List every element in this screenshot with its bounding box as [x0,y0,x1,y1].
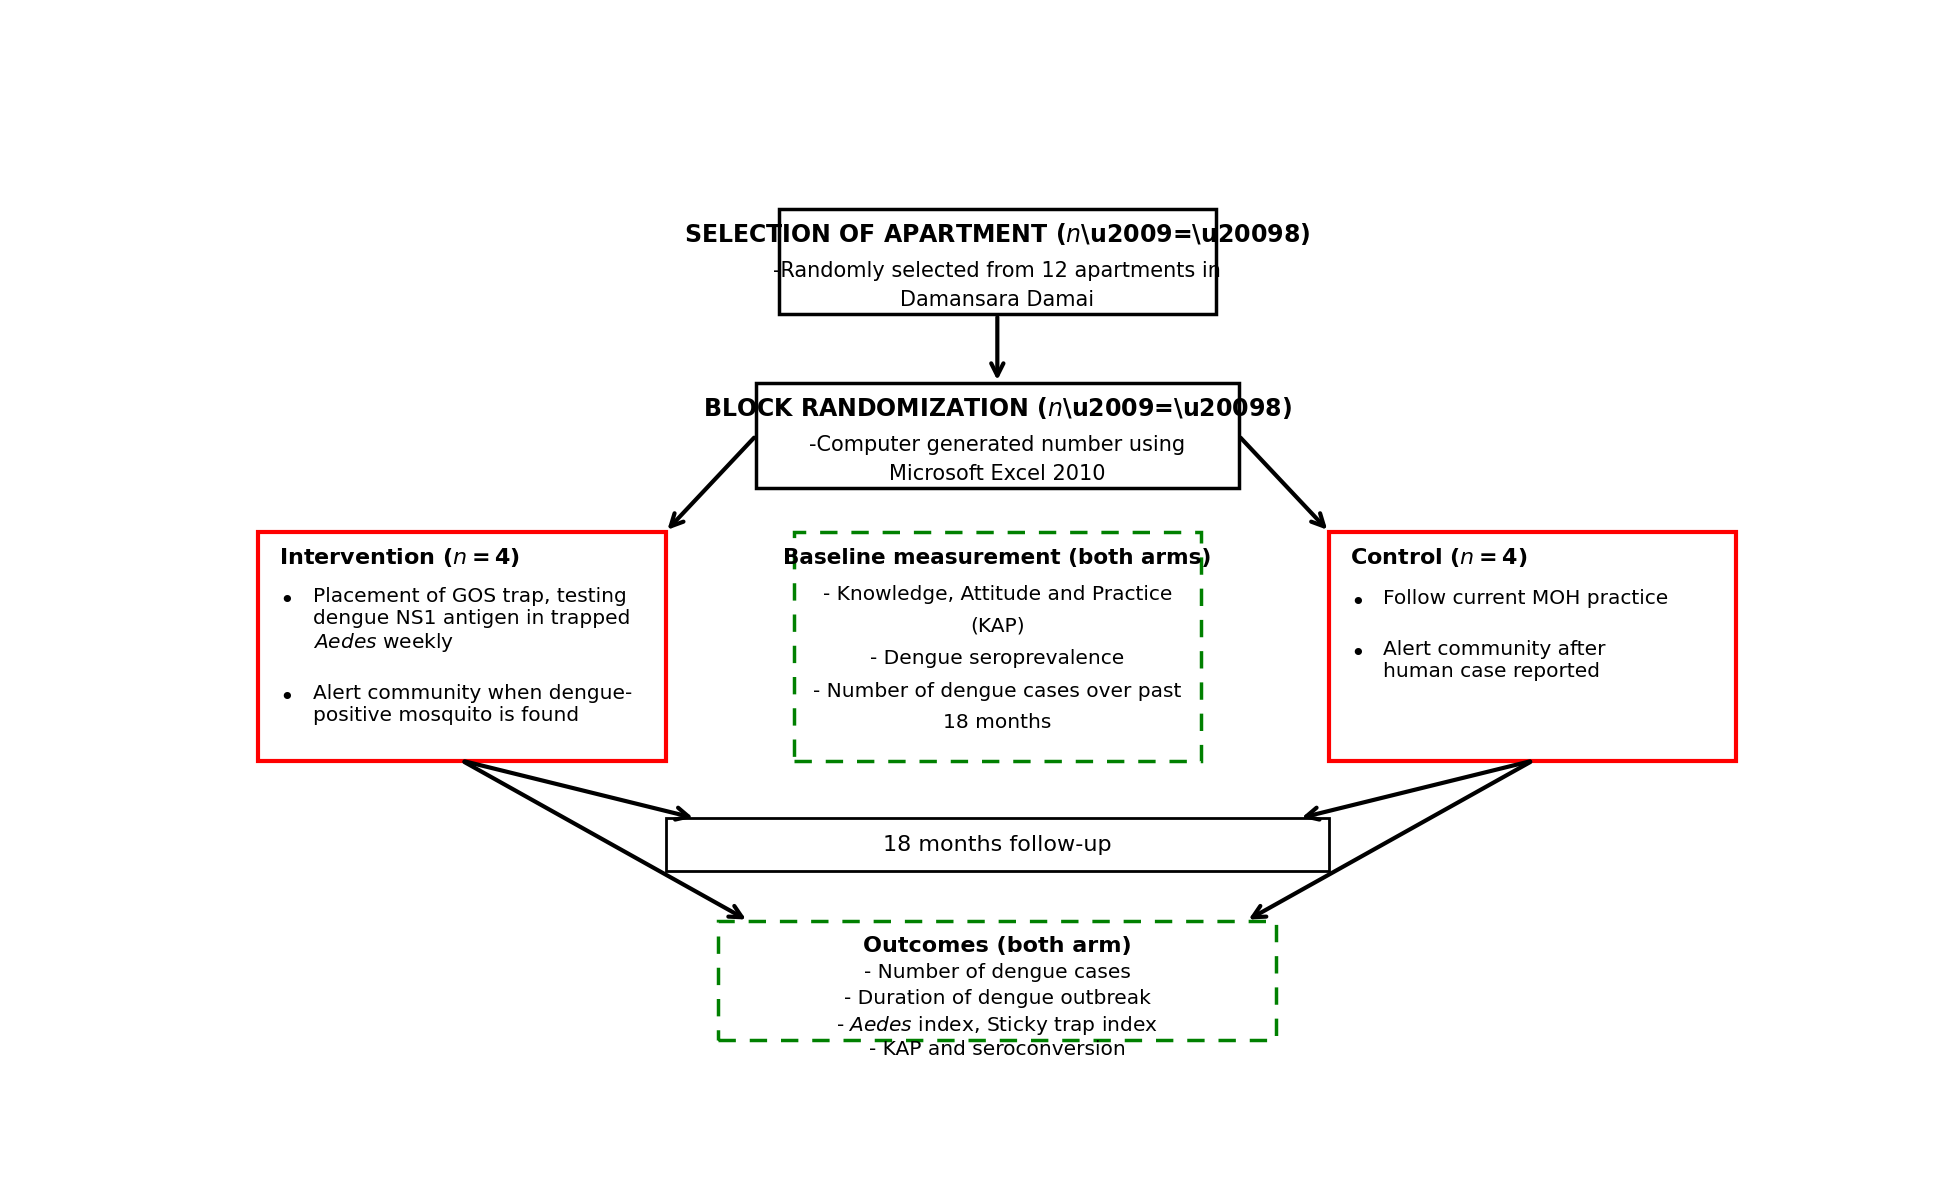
Text: Alert community when dengue-
positive mosquito is found: Alert community when dengue- positive mo… [313,684,632,725]
Text: Intervention ($n$ = 4): Intervention ($n$ = 4) [280,547,520,570]
Text: Baseline measurement (both arms): Baseline measurement (both arms) [782,548,1212,568]
Text: Placement of GOS trap, testing
dengue NS1 antigen in trapped
$Aedes$ weekly: Placement of GOS trap, testing dengue NS… [313,586,631,654]
Text: -Randomly selected from 12 apartments in: -Randomly selected from 12 apartments in [773,260,1222,281]
FancyBboxPatch shape [755,383,1238,489]
Text: - KAP and seroconversion: - KAP and seroconversion [870,1040,1125,1059]
Text: SELECTION OF APARTMENT ($n$\u2009=\u20098): SELECTION OF APARTMENT ($n$\u2009=\u2009… [685,221,1310,247]
Text: Follow current MOH practice: Follow current MOH practice [1384,590,1668,609]
FancyBboxPatch shape [718,920,1277,1040]
Text: 18 months follow-up: 18 months follow-up [883,835,1111,855]
Text: Damansara Damai: Damansara Damai [901,290,1094,310]
Text: - Number of dengue cases: - Number of dengue cases [864,963,1131,982]
Text: •: • [280,686,294,710]
Text: Outcomes (both arm): Outcomes (both arm) [862,936,1133,956]
Text: Alert community after
human case reported: Alert community after human case reporte… [1384,640,1605,681]
Text: BLOCK RANDOMIZATION ($n$\u2009=\u20098): BLOCK RANDOMIZATION ($n$\u2009=\u20098) [703,395,1292,421]
Text: (KAP): (KAP) [969,616,1026,635]
FancyBboxPatch shape [666,818,1329,872]
FancyBboxPatch shape [794,531,1201,761]
Text: 18 months: 18 months [944,713,1051,732]
FancyBboxPatch shape [778,209,1216,314]
Text: - Duration of dengue outbreak: - Duration of dengue outbreak [845,988,1150,1007]
Text: - Dengue seroprevalence: - Dengue seroprevalence [870,649,1125,668]
FancyBboxPatch shape [259,531,666,761]
Text: •: • [1351,642,1364,666]
Text: Control ($n$ = 4): Control ($n$ = 4) [1351,547,1528,570]
Text: •: • [1351,591,1364,615]
FancyBboxPatch shape [1329,531,1736,761]
Text: •: • [280,589,294,612]
Text: - $Aedes$ index, Sticky trap index: - $Aedes$ index, Sticky trap index [837,1014,1158,1037]
Text: - Number of dengue cases over past: - Number of dengue cases over past [813,682,1181,702]
Text: -Computer generated number using: -Computer generated number using [810,435,1185,455]
Text: Microsoft Excel 2010: Microsoft Excel 2010 [889,464,1105,484]
Text: - Knowledge, Attitude and Practice: - Knowledge, Attitude and Practice [823,585,1171,604]
